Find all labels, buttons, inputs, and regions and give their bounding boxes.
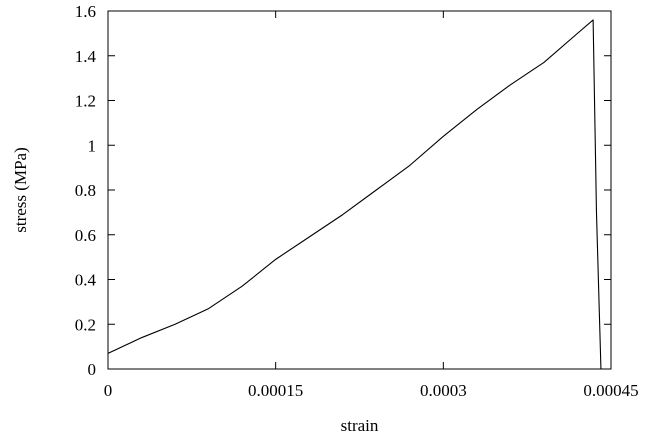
y-tick-label: 0.4 <box>75 271 97 290</box>
stress-strain-line <box>107 19 602 370</box>
y-tick-label: 1.4 <box>75 47 97 66</box>
series-layer <box>107 19 602 370</box>
y-tick-label: 0.2 <box>75 315 96 334</box>
y-tick-label: 0.6 <box>75 226 96 245</box>
plot-frame <box>107 10 612 370</box>
y-tick-label: 1.6 <box>75 2 96 21</box>
y-tick-label: 0 <box>88 360 97 379</box>
y-axis-label: stress (MPa) <box>11 147 30 232</box>
x-tick-label: 0.00045 <box>583 381 638 400</box>
x-tick-label: 0.00015 <box>248 381 303 400</box>
y-tick-label: 0.8 <box>75 181 96 200</box>
y-axis-ticks: 0 0.2 0.4 0.6 0.8 1 1.2 1.4 1.6 <box>75 2 611 379</box>
x-tick-label: 0.0003 <box>420 381 467 400</box>
x-axis-ticks: 0 0.00015 0.0003 0.00045 <box>104 11 639 400</box>
y-tick-label: 1.2 <box>75 92 96 111</box>
y-tick-label: 1 <box>88 136 97 155</box>
x-tick-label: 0 <box>104 381 113 400</box>
plot-border <box>107 10 612 370</box>
x-axis-label: strain <box>341 416 379 435</box>
